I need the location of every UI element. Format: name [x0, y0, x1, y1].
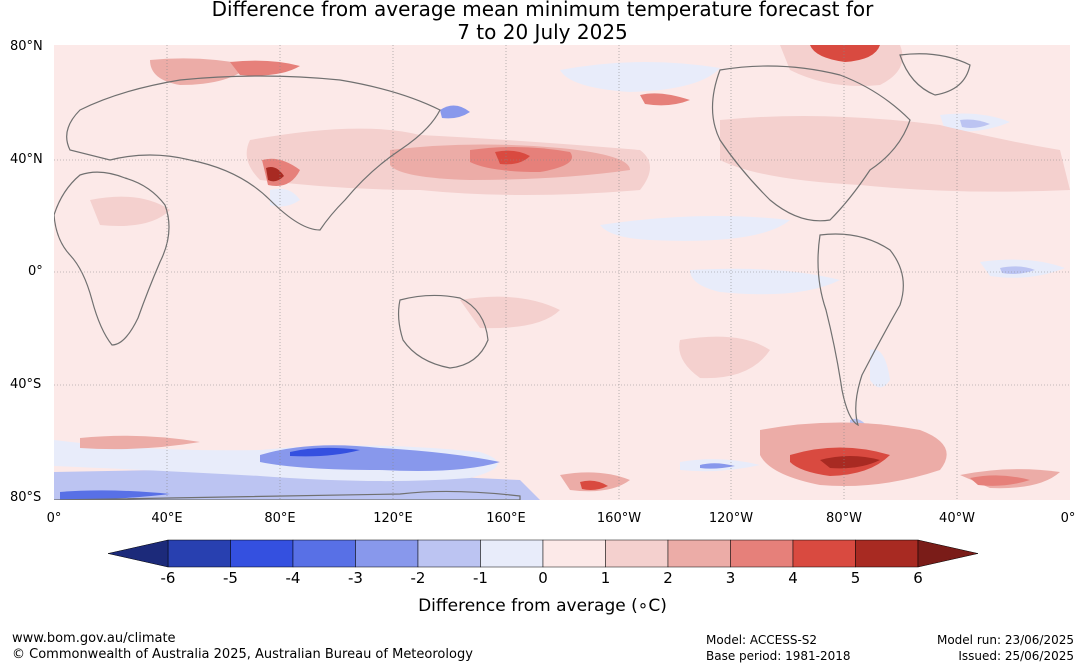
colorbar-segment: [730, 539, 794, 568]
colorbar-segment: [230, 539, 294, 568]
colorbar-tick-label: -4: [285, 569, 301, 587]
coastlines: [54, 53, 971, 500]
lon-label-160w: 160°W: [596, 511, 642, 526]
negative-anomaly-regions: [54, 61, 1065, 500]
lon-label-40w: 40°W: [939, 511, 975, 526]
colorbar-tick-label: 1: [600, 569, 611, 587]
colorbar-tick-label: -1: [473, 569, 488, 587]
footer-copyright: © Commonwealth of Australia 2025, Austra…: [12, 647, 473, 662]
lon-label-80e: 80°E: [264, 511, 296, 526]
colorbar-tick-label: -5: [223, 569, 238, 587]
graticule: [54, 45, 1070, 500]
lat-label-40n: 40°N: [10, 152, 43, 167]
lon-label-40e: 40°E: [151, 511, 183, 526]
footer-base-period: Base period: 1981-2018: [706, 649, 851, 663]
colorbar-segment: [605, 539, 669, 568]
colorbar-segment: [355, 539, 419, 568]
colorbar-title: Difference from average (∘C): [418, 596, 667, 616]
colorbar-segment: [480, 539, 544, 568]
map-field: [54, 45, 1070, 500]
title-line-1: Difference from average mean minimum tem…: [211, 0, 874, 21]
map-title: Difference from average mean minimum tem…: [0, 0, 1085, 44]
footer-issued: Issued: 25/06/2025: [958, 649, 1074, 663]
colorbar: [107, 539, 979, 568]
colorbar-segment: [292, 539, 356, 568]
colorbar-tick-label: -2: [410, 569, 426, 587]
lat-label-40s: 40°S: [10, 377, 42, 392]
colorbar-segment: [667, 539, 731, 568]
colorbar-tick-label: 0: [538, 569, 548, 587]
colorbar-tick-label: 6: [913, 569, 923, 587]
colorbar-segment: [542, 539, 606, 568]
positive-anomaly-regions: [80, 45, 1070, 492]
lat-label-80n: 80°N: [10, 39, 43, 54]
lon-label-0-right: 0°: [1060, 511, 1076, 526]
colorbar-tick-label: 3: [725, 569, 736, 587]
footer-model-run: Model run: 23/06/2025: [936, 633, 1074, 647]
colorbar-tick-label: 2: [663, 569, 673, 587]
lon-label-0: 0°: [46, 511, 62, 526]
lon-label-120e: 120°E: [373, 511, 413, 526]
colorbar-segment: [167, 539, 231, 568]
colorbar-tick-label: -6: [160, 569, 176, 587]
colorbar-segment: [417, 539, 481, 568]
colorbar-tick-label: 4: [788, 569, 798, 587]
footer-model: Model: ACCESS-S2: [706, 633, 818, 647]
lon-label-120w: 120°W: [708, 511, 754, 526]
colorbar-tick-label: -3: [348, 569, 363, 587]
footer-url: www.bom.gov.au/climate: [12, 631, 176, 646]
colorbar-tick-label: 5: [850, 569, 861, 587]
lon-label-160e: 160°E: [486, 511, 526, 526]
colorbar-extend-high: [917, 539, 979, 568]
lat-label-equator: 0°: [28, 264, 43, 279]
lon-label-80w: 80°W: [826, 511, 862, 526]
lat-label-80s: 80°S: [10, 490, 42, 505]
colorbar-extend-low: [107, 539, 169, 568]
colorbar-segment: [855, 539, 919, 568]
title-line-2: 7 to 20 July 2025: [457, 20, 628, 44]
colorbar-segment: [792, 539, 856, 568]
